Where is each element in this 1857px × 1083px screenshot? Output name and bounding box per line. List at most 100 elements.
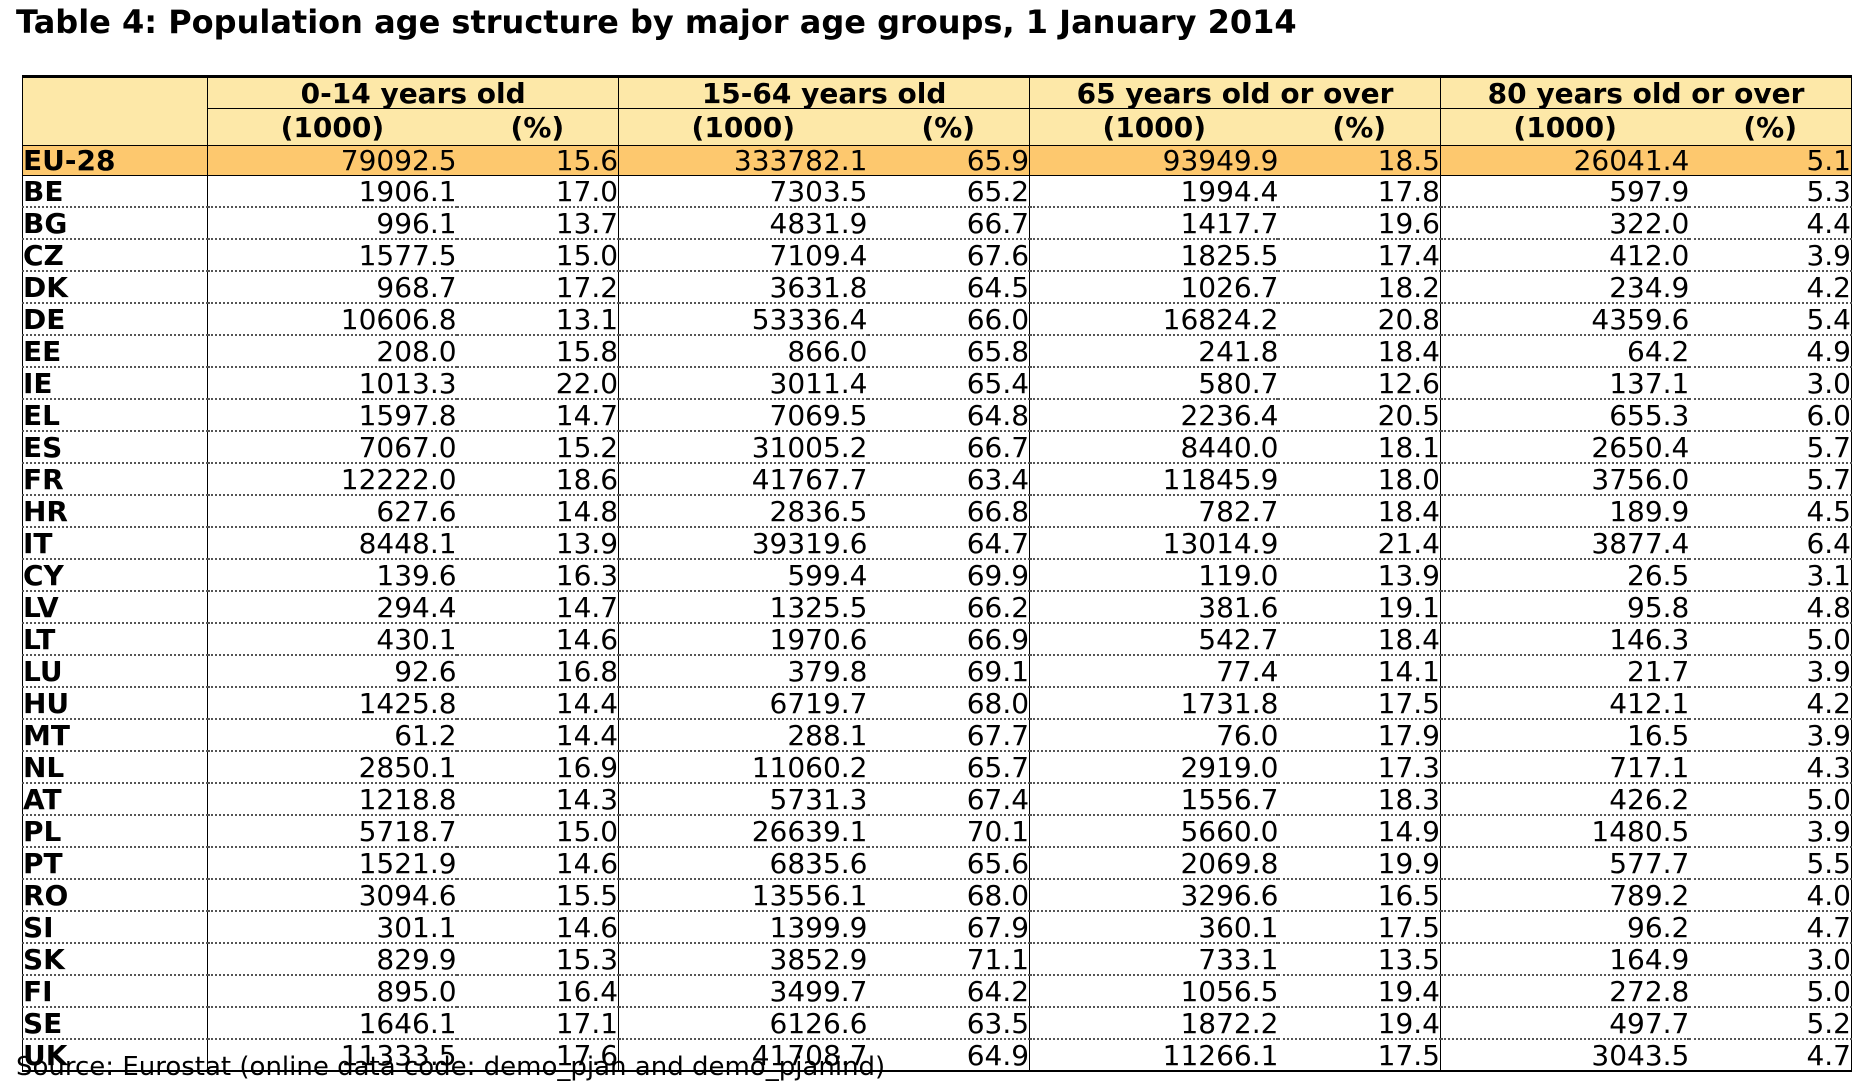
value-percent: 65.7	[867, 751, 1030, 784]
value-percent: 5.1	[1689, 145, 1853, 176]
table-row: ES 7067.0 15.2 31005.2 66.7 8440.0 18.1 2650.4 5…	[21, 431, 1853, 464]
country-code: PL	[21, 815, 208, 848]
value-thousands: 146.3	[1440, 623, 1690, 656]
unit-header-thousands: (1000)	[1440, 108, 1690, 146]
value-thousands: 272.8	[1440, 975, 1690, 1008]
value-thousands: 10606.8	[207, 303, 457, 336]
country-code: SI	[21, 911, 208, 944]
value-thousands: 655.3	[1440, 399, 1690, 432]
value-percent: 17.5	[1278, 1039, 1441, 1072]
value-percent: 65.2	[867, 175, 1030, 208]
value-percent: 18.2	[1278, 271, 1441, 304]
country-code: MT	[21, 719, 208, 752]
value-percent: 68.0	[867, 879, 1030, 912]
value-thousands: 41708.7	[618, 1039, 868, 1072]
value-thousands: 1026.7	[1029, 271, 1279, 304]
country-code: IT	[21, 527, 208, 560]
value-thousands: 294.4	[207, 591, 457, 624]
value-percent: 5.2	[1689, 1007, 1853, 1040]
value-thousands: 95.8	[1440, 591, 1690, 624]
value-percent: 13.5	[1278, 943, 1441, 976]
value-percent: 19.4	[1278, 1007, 1441, 1040]
value-thousands: 11845.9	[1029, 463, 1279, 496]
value-thousands: 7109.4	[618, 239, 868, 272]
table-row: BG 996.1 13.7 4831.9 66.7 1417.7 19.6 322.0 4.4	[21, 207, 1853, 240]
value-percent: 14.8	[456, 495, 619, 528]
value-percent: 64.2	[867, 975, 1030, 1008]
value-percent: 14.7	[456, 591, 619, 624]
value-percent: 67.4	[867, 783, 1030, 816]
unit-header-thousands: (1000)	[1029, 108, 1279, 146]
value-thousands: 7303.5	[618, 175, 868, 208]
value-percent: 4.5	[1689, 495, 1853, 528]
unit-header-thousands: (1000)	[618, 108, 868, 146]
value-percent: 16.3	[456, 559, 619, 592]
value-thousands: 542.7	[1029, 623, 1279, 656]
value-thousands: 96.2	[1440, 911, 1690, 944]
value-thousands: 3499.7	[618, 975, 868, 1008]
value-percent: 18.4	[1278, 623, 1441, 656]
group-header-0-14: 0-14 years old	[207, 75, 619, 109]
value-thousands: 2919.0	[1029, 751, 1279, 784]
value-thousands: 430.1	[207, 623, 457, 656]
country-code: SK	[21, 943, 208, 976]
table-body: EU-28 79092.5 15.6 333782.1 65.9 93949.9 18.5 2…	[21, 145, 1853, 1072]
header-corner	[21, 75, 208, 146]
country-code: HR	[21, 495, 208, 528]
value-thousands: 597.9	[1440, 175, 1690, 208]
value-thousands: 21.7	[1440, 655, 1690, 688]
value-thousands: 412.1	[1440, 687, 1690, 720]
country-code: BE	[21, 175, 208, 208]
table-row: IE 1013.3 22.0 3011.4 65.4 580.7 12.6 137.1 3.0	[21, 367, 1853, 400]
value-thousands: 782.7	[1029, 495, 1279, 528]
country-code: EL	[21, 399, 208, 432]
country-code: UK	[21, 1039, 208, 1072]
value-thousands: 16.5	[1440, 719, 1690, 752]
value-thousands: 322.0	[1440, 207, 1690, 240]
value-percent: 18.1	[1278, 431, 1441, 464]
value-percent: 14.4	[456, 719, 619, 752]
value-thousands: 61.2	[207, 719, 457, 752]
value-thousands: 3756.0	[1440, 463, 1690, 496]
value-percent: 18.5	[1278, 145, 1441, 176]
value-percent: 15.0	[456, 815, 619, 848]
table-row: FI 895.0 16.4 3499.7 64.2 1056.5 19.4 272.8 5.0	[21, 975, 1853, 1008]
country-code: LV	[21, 591, 208, 624]
value-percent: 22.0	[456, 367, 619, 400]
table-row: CY 139.6 16.3 599.4 69.9 119.0 13.9 26.5 3.1	[21, 559, 1853, 592]
value-thousands: 1399.9	[618, 911, 868, 944]
value-thousands: 866.0	[618, 335, 868, 368]
value-thousands: 1970.6	[618, 623, 868, 656]
table-row: EE 208.0 15.8 866.0 65.8 241.8 18.4 64.2 4.9	[21, 335, 1853, 368]
value-thousands: 1646.1	[207, 1007, 457, 1040]
country-code: NL	[21, 751, 208, 784]
value-percent: 14.6	[456, 911, 619, 944]
value-percent: 17.4	[1278, 239, 1441, 272]
value-thousands: 1994.4	[1029, 175, 1279, 208]
value-thousands: 1906.1	[207, 175, 457, 208]
value-percent: 17.3	[1278, 751, 1441, 784]
table-row: LT 430.1 14.6 1970.6 66.9 542.7 18.4 146.3 5.0	[21, 623, 1853, 656]
value-thousands: 333782.1	[618, 145, 868, 176]
value-thousands: 3043.5	[1440, 1039, 1690, 1072]
value-percent: 64.7	[867, 527, 1030, 560]
value-thousands: 3877.4	[1440, 527, 1690, 560]
table-row: AT 1218.8 14.3 5731.3 67.4 1556.7 18.3 426.2 5.0	[21, 783, 1853, 816]
value-percent: 64.5	[867, 271, 1030, 304]
value-thousands: 580.7	[1029, 367, 1279, 400]
value-percent: 16.9	[456, 751, 619, 784]
value-thousands: 895.0	[207, 975, 457, 1008]
value-percent: 71.1	[867, 943, 1030, 976]
table-row: SI 301.1 14.6 1399.9 67.9 360.1 17.5 96.2 4.7	[21, 911, 1853, 944]
value-thousands: 11333.5	[207, 1039, 457, 1072]
value-thousands: 1872.2	[1029, 1007, 1279, 1040]
value-percent: 66.7	[867, 207, 1030, 240]
value-thousands: 8440.0	[1029, 431, 1279, 464]
value-thousands: 241.8	[1029, 335, 1279, 368]
value-thousands: 13556.1	[618, 879, 868, 912]
value-thousands: 8448.1	[207, 527, 457, 560]
value-thousands: 829.9	[207, 943, 457, 976]
value-thousands: 1056.5	[1029, 975, 1279, 1008]
value-percent: 67.6	[867, 239, 1030, 272]
value-percent: 64.9	[867, 1039, 1030, 1072]
